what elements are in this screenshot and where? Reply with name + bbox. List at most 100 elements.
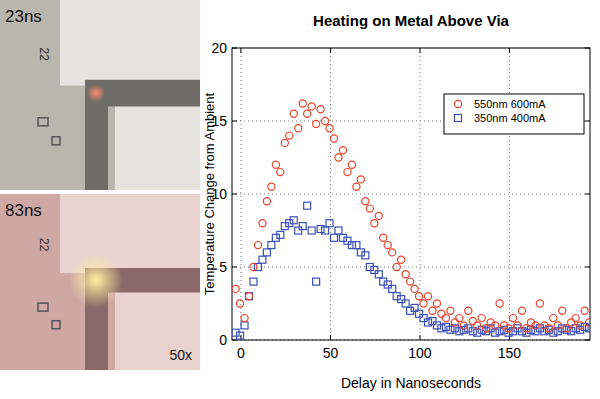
data-point xyxy=(447,307,454,314)
data-point xyxy=(384,242,391,249)
legend-marker xyxy=(455,115,462,122)
data-point xyxy=(398,296,405,303)
page: 23ns2283ns2250xHeating on Metal Above Vi… xyxy=(0,0,600,399)
data-point xyxy=(393,263,400,270)
data-point xyxy=(268,242,275,249)
data-point xyxy=(254,242,261,249)
data-point xyxy=(456,315,463,322)
data-point xyxy=(259,220,266,227)
photo-pad xyxy=(115,95,200,190)
data-point xyxy=(424,293,431,300)
data-point xyxy=(290,110,297,117)
data-point xyxy=(299,223,306,230)
data-point xyxy=(407,278,414,285)
data-point xyxy=(353,242,360,249)
data-point xyxy=(344,237,351,244)
data-point xyxy=(371,266,378,273)
data-point xyxy=(241,322,248,329)
photo-magnification: 50x xyxy=(169,347,192,363)
data-point xyxy=(398,256,405,263)
data-point xyxy=(286,132,293,139)
y-tick-label: 20 xyxy=(211,40,227,56)
data-point xyxy=(505,325,512,332)
data-point xyxy=(331,234,338,241)
x-tick xyxy=(330,48,331,53)
data-point xyxy=(308,227,315,234)
photo-hot-spot xyxy=(87,84,105,102)
data-point xyxy=(366,205,373,212)
y-grid-line xyxy=(232,267,590,268)
data-point xyxy=(299,100,306,107)
data-point xyxy=(496,300,503,307)
data-point xyxy=(362,252,369,259)
data-point xyxy=(250,263,257,270)
data-point xyxy=(415,293,422,300)
y-tick xyxy=(585,267,590,268)
data-point xyxy=(568,319,575,326)
data-point xyxy=(536,300,543,307)
photo-marking: 22 xyxy=(37,238,51,252)
data-point xyxy=(344,169,351,176)
x-tick xyxy=(509,48,510,53)
data-point xyxy=(362,198,369,205)
data-point xyxy=(317,106,324,113)
y-grid-line xyxy=(232,194,590,195)
y-tick xyxy=(232,121,237,122)
data-point xyxy=(246,293,253,300)
data-point xyxy=(514,322,521,329)
photo-mark xyxy=(52,321,60,329)
data-point xyxy=(304,110,311,117)
data-point xyxy=(250,278,257,285)
legend-marker xyxy=(454,100,461,107)
data-point xyxy=(420,300,427,307)
data-point xyxy=(442,315,449,322)
x-tick xyxy=(419,48,420,53)
data-point xyxy=(268,183,275,190)
data-point xyxy=(245,293,252,300)
y-tick xyxy=(232,267,237,268)
chart-title: Heating on Metal Above Via xyxy=(313,12,510,29)
data-point xyxy=(554,322,561,329)
x-tick-label: 100 xyxy=(408,345,432,361)
data-point xyxy=(559,307,566,314)
plot-frame xyxy=(232,48,590,340)
data-point xyxy=(326,220,333,227)
data-point xyxy=(281,139,288,146)
data-point xyxy=(339,147,346,154)
data-point xyxy=(348,242,355,249)
photo-background xyxy=(0,0,200,190)
photo-metal-line xyxy=(85,80,200,190)
data-point xyxy=(277,169,284,176)
photo-background xyxy=(0,194,200,370)
data-point xyxy=(384,281,391,288)
data-point xyxy=(389,249,396,256)
data-point xyxy=(389,285,396,292)
data-point xyxy=(263,249,270,256)
y-tick xyxy=(585,121,590,122)
grid xyxy=(232,48,590,340)
photo-marking: 22 xyxy=(37,48,51,62)
data-point xyxy=(577,322,584,329)
y-tick-label: 0 xyxy=(219,332,227,348)
data-point xyxy=(402,271,409,278)
y-tick xyxy=(585,194,590,195)
data-point xyxy=(295,227,302,234)
data-point xyxy=(348,161,355,168)
data-point xyxy=(313,120,320,127)
data-point xyxy=(438,310,445,317)
data-point xyxy=(460,322,467,329)
data-point xyxy=(272,161,279,168)
data-point xyxy=(237,332,244,339)
data-point xyxy=(478,315,485,322)
data-point xyxy=(451,319,458,326)
legend: 550nm 600mA350nm 400mA xyxy=(444,94,584,134)
data-point xyxy=(357,176,364,183)
data-point xyxy=(308,103,315,110)
figure: 23ns2283ns2250xHeating on Metal Above Vi… xyxy=(0,0,600,399)
data-point xyxy=(313,278,320,285)
data-point xyxy=(326,125,333,132)
photo-label: 23ns xyxy=(5,7,42,26)
data-point xyxy=(402,300,409,307)
legend-label: 350nm 400mA xyxy=(474,112,546,124)
x-tick xyxy=(419,335,420,340)
